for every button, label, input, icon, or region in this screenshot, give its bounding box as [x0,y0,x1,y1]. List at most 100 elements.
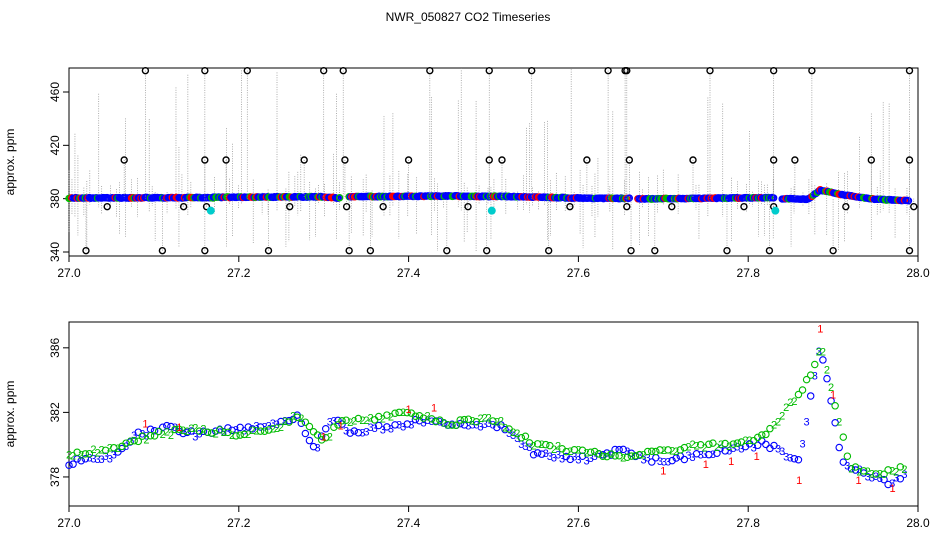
series-3-label: 3 [608,450,614,462]
series-3-label: 3 [425,415,431,427]
outlier-point [286,202,294,211]
outlier-point [910,202,918,211]
series-2-point [354,414,363,423]
series-2-point [652,447,660,456]
series-3-label: 3 [685,450,691,462]
series-3-label: 3 [282,415,288,427]
series-2-point [676,446,685,454]
series-3-point [277,417,285,426]
series-3-label: 3 [787,452,793,464]
series-3-point [896,474,905,483]
series-3-label: 3 [751,442,757,454]
series-3-label: 3 [689,452,695,464]
series-3-label: 3 [131,430,137,442]
series-2-label: 2 [78,449,84,461]
series-3-label: 3 [877,473,883,485]
series-3-point [847,464,856,473]
series-1-label: 1 [703,459,709,471]
series-3-label: 3 [506,428,512,440]
series-2-point [101,446,110,455]
series-3-label: 3 [270,418,276,430]
series-2-label: 2 [188,423,194,435]
series-1-label: 1 [817,323,823,335]
series-3-point [65,461,73,469]
series-2-label: 2 [816,346,822,358]
series-2-point [643,447,652,456]
top-panel-plot: 27.0 27.2 27.4 27.6 27.8 28.0 340 380 420 460 appr… [3,66,930,280]
series-3-label: 3 [522,441,528,453]
series-2-label: 2 [168,430,174,442]
series-2-label: 2 [539,439,545,451]
top-y-axis-label: approx. ppm [3,129,17,196]
bottom-y-tick-label: 378 [48,467,62,487]
series-2-label: 2 [828,382,834,394]
series-2-label: 2 [90,444,96,456]
series-2-point [411,412,420,421]
series-3-label: 3 [799,439,805,451]
series-2-label: 2 [742,435,748,447]
series-3-point [680,455,689,464]
series-3-label: 3 [437,417,443,429]
series-3-label: 3 [327,417,333,429]
series-3-point [305,436,314,445]
series-3-point [354,428,363,437]
series-2-point [110,444,118,452]
series-3-point [183,428,191,437]
series-2-label: 2 [282,416,288,428]
series-2-label: 2 [857,467,863,479]
series-2-point [562,447,570,456]
series-2-point [489,417,497,425]
series-3-label: 3 [372,423,378,435]
series-3-label: 3 [363,426,369,438]
series-2-label: 2 [368,412,374,424]
series-2-label: 2 [441,417,447,429]
series-3-point [827,397,835,405]
series-1-label: 1 [728,456,734,468]
series-3-point [672,454,680,462]
series-3-point [224,424,232,432]
series-1-label: 1 [176,422,182,434]
outlier-point [345,246,353,255]
series-2-label: 2 [661,445,667,457]
series-2-point [207,429,216,437]
series-2-point [293,413,301,421]
series-1-label: 1 [754,451,760,463]
series-3-label: 3 [710,449,716,461]
series-3-label: 3 [123,441,129,453]
series-2-point [517,434,526,442]
series-2-label: 2 [380,413,386,425]
outlier-point [485,66,493,75]
series-3-point [794,455,803,464]
series-2-label: 2 [555,441,561,453]
series-3-point [839,458,848,466]
series-2-point [896,463,905,471]
series-3-point [179,429,187,438]
outlier-point [528,66,536,75]
series-2-label: 2 [347,417,353,429]
top-x-tick-label: 27.0 [57,266,81,280]
outlier-point [905,66,914,75]
series-2-label: 2 [889,466,895,478]
series-2-point [733,439,742,447]
series-2-point [595,450,603,458]
series-2-point [313,431,322,439]
series-2-point [260,427,269,435]
outlier-point [689,156,697,164]
series-3-label: 3 [478,421,484,433]
series-3-point [301,429,310,438]
series-3-point [297,419,306,428]
series-2-label: 2 [478,413,484,425]
series-3-label: 3 [526,442,532,454]
series-3-label: 3 [343,425,349,437]
series-2-label: 2 [253,426,259,438]
series-2-point [264,426,273,434]
outlier-point [202,202,211,211]
outlier-point [604,66,612,75]
series-2-point [794,390,803,399]
top-x-tick-label: 27.6 [567,266,591,280]
series-3-label: 3 [889,478,895,490]
series-3-label: 3 [571,452,577,464]
outlier-point [651,246,659,255]
outlier-point [141,66,150,75]
